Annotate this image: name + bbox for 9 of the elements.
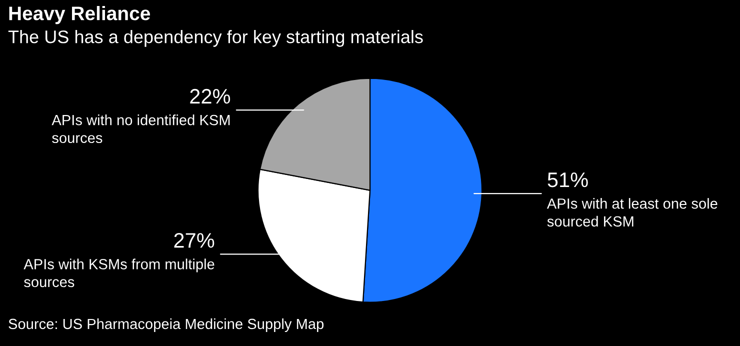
slice-label: APIs with KSMs from multiple sources — [24, 258, 214, 288]
slice-label: APIs with no identified KSM sources — [52, 114, 230, 144]
chart-subtitle: The US has a dependency for key starting materials — [8, 30, 423, 47]
data-label: 51% — [548, 172, 588, 188]
source-note: Source: US Pharmacopeia Medicine Supply Map — [8, 318, 324, 332]
chart-title: Heavy Reliance — [9, 6, 150, 24]
slice-label: APIs with at least one sole sourced KSM — [546, 198, 718, 227]
data-label: 22% — [190, 88, 230, 104]
data-label: 27% — [174, 233, 214, 248]
